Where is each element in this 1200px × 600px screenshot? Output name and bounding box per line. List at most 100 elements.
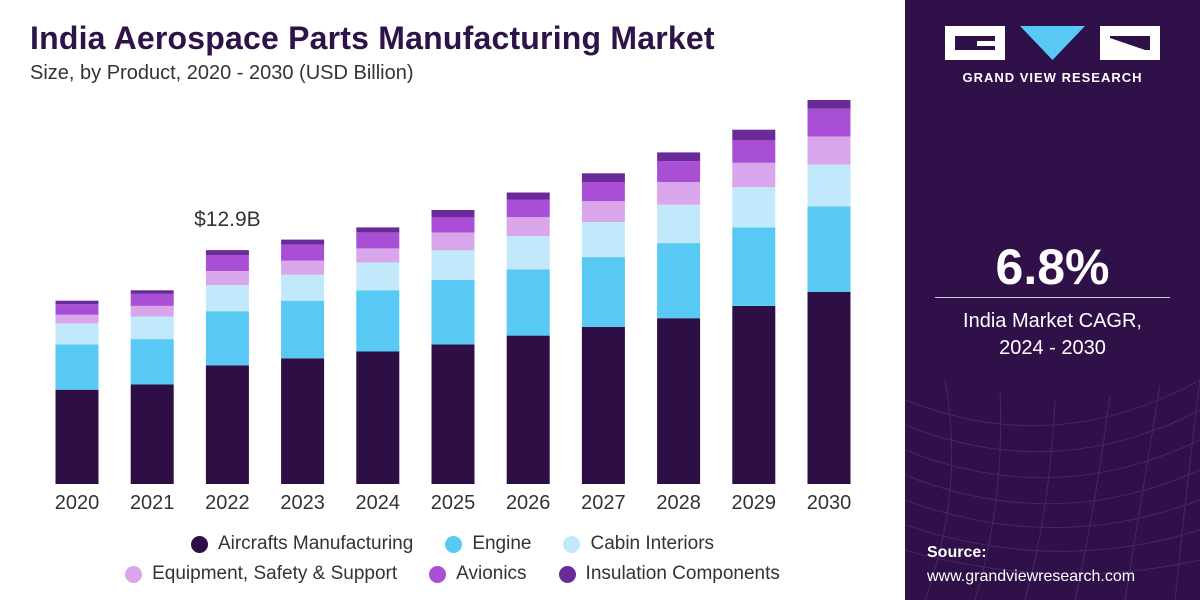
legend-item-engine: Engine [445, 533, 531, 555]
x-tick-label-2022: 2022 [205, 492, 250, 514]
bar-segment-engine-2030 [807, 206, 851, 292]
bar-segment-engine-2027 [581, 257, 625, 327]
legend-label-insulation: Insulation Components [585, 563, 780, 584]
bar-segment-aircrafts-2028 [657, 318, 701, 484]
bar-segment-aircrafts-2021 [130, 384, 174, 484]
bar-segment-cabin-2026 [506, 236, 550, 270]
bar-segment-engine-2023 [281, 300, 325, 359]
bar-segment-cabin-2028 [657, 204, 701, 244]
bar-segment-avionics-2025 [431, 216, 475, 233]
legend-label-avionics: Avionics [456, 563, 527, 584]
bar-segment-cabin-2027 [581, 222, 625, 258]
bar-segment-equipment-2024 [356, 248, 400, 263]
x-tick-label-2025: 2025 [431, 492, 476, 514]
bar-segment-engine-2024 [356, 290, 400, 352]
x-tick-label-2027: 2027 [581, 492, 626, 514]
bar-segment-insulation-2025 [431, 210, 475, 217]
cagr-value: 6.8% [995, 239, 1110, 295]
source-label: Source: [927, 544, 987, 561]
bar-segment-cabin-2029 [732, 187, 776, 228]
cagr-divider [935, 297, 1170, 298]
legend-row-1: Aircrafts Manufacturing Engine Cabin Int… [0, 533, 905, 555]
bar-segment-aircrafts-2025 [431, 344, 475, 484]
bar-segment-cabin-2022 [205, 285, 249, 312]
info-panel: GRAND VIEW RESEARCH 6.8% India Market CA… [905, 0, 1200, 600]
bar-segment-aircrafts-2020 [55, 389, 99, 484]
bar-segment-avionics-2029 [732, 140, 776, 163]
x-tick-label-2024: 2024 [356, 492, 401, 514]
bar-segment-insulation-2020 [55, 300, 99, 305]
bar-segment-aircrafts-2023 [281, 358, 325, 484]
bar-segment-cabin-2023 [281, 274, 325, 301]
bar-segment-insulation-2022 [205, 250, 249, 256]
bar-segment-equipment-2023 [281, 260, 325, 275]
chart-subtitle: Size, by Product, 2020 - 2030 (USD Billi… [30, 62, 414, 84]
bar-segment-insulation-2028 [657, 152, 701, 162]
bar-segment-aircrafts-2026 [506, 335, 550, 484]
bar-segment-avionics-2028 [657, 161, 701, 182]
bar-segment-avionics-2020 [55, 304, 99, 315]
bar-segment-cabin-2024 [356, 262, 400, 291]
bar-segment-equipment-2030 [807, 136, 851, 165]
x-tick-label-2030: 2030 [807, 492, 852, 514]
bar-segment-avionics-2023 [281, 244, 325, 261]
bar-segment-insulation-2030 [807, 100, 851, 109]
bar-segment-cabin-2020 [55, 323, 99, 345]
legend-swatch-aircrafts [190, 535, 208, 553]
bar-segment-avionics-2030 [807, 108, 851, 137]
x-tick-label-2023: 2023 [280, 492, 325, 514]
legend-item-avionics: Avionics [429, 563, 527, 585]
bar-segment-avionics-2024 [356, 232, 400, 249]
data-label-2022: $12.9B [194, 208, 261, 231]
bar-segment-aircrafts-2030 [807, 292, 851, 484]
bar-segment-engine-2026 [506, 269, 550, 336]
bar-segment-aircrafts-2022 [205, 365, 249, 484]
bar-segment-insulation-2024 [356, 227, 400, 233]
decorative-grid [905, 379, 1200, 600]
x-tick-label-2029: 2029 [732, 492, 777, 514]
bar-segment-equipment-2021 [130, 306, 174, 317]
bar-segment-insulation-2027 [581, 173, 625, 182]
legend-swatch-engine [445, 535, 463, 553]
bar-segment-cabin-2021 [130, 316, 174, 340]
brand-name: GRAND VIEW RESEARCH [962, 70, 1143, 85]
legend-label-aircrafts: Aircrafts Manufacturing [217, 533, 414, 554]
bar-segment-engine-2021 [130, 339, 174, 385]
bar-segment-equipment-2028 [657, 182, 701, 205]
bar-segment-equipment-2022 [205, 271, 249, 286]
legend-label-engine: Engine [472, 533, 532, 554]
cagr-label-line-1: India Market CAGR, [963, 310, 1142, 332]
legend-item-equipment: Equipment, Safety & Support [125, 563, 397, 585]
bar-segment-insulation-2023 [281, 239, 325, 245]
bar-segment-equipment-2020 [55, 314, 99, 324]
brand-logo: GRAND VIEW RESEARCH [945, 24, 1160, 85]
bar-segment-engine-2020 [55, 344, 99, 390]
bar-segment-aircrafts-2024 [356, 351, 400, 484]
cagr-label: India Market CAGR, 2024 - 2030 [905, 308, 1200, 362]
legend-swatch-cabin [563, 535, 581, 553]
bar-segment-engine-2022 [205, 311, 249, 366]
bar-segment-cabin-2030 [807, 164, 851, 207]
legend-label-cabin: Cabin Interiors [590, 533, 715, 554]
bar-segment-aircrafts-2029 [732, 306, 776, 484]
legend-label-equipment: Equipment, Safety & Support [152, 563, 398, 584]
stacked-bar-chart: 2020 2021 2022 $12.9B 2023 2024 2025 2026 2027 20… [55, 100, 852, 514]
x-tick-label-2020: 2020 [55, 492, 100, 514]
bar-segment-avionics-2021 [130, 293, 174, 306]
source-link[interactable]: www.grandviewresearch.com [927, 568, 1136, 585]
legend-row-2: Equipment, Safety & Support Avionics Ins… [0, 563, 905, 585]
bar-segment-avionics-2027 [581, 182, 625, 202]
legend-item-aircrafts: Aircrafts Manufacturing [190, 533, 414, 555]
bar-segment-engine-2028 [657, 243, 701, 319]
bar-segment-insulation-2026 [506, 192, 550, 200]
bar-segment-insulation-2029 [732, 129, 776, 141]
bar-segment-equipment-2029 [732, 162, 776, 188]
legend-item-insulation: Insulation Components [558, 563, 780, 585]
bar-segment-avionics-2026 [506, 199, 550, 217]
bar-segment-insulation-2021 [130, 290, 174, 294]
logo-icon [945, 26, 1160, 60]
bar-segment-equipment-2026 [506, 216, 550, 237]
bar-segment-cabin-2025 [431, 250, 475, 280]
bar-segment-avionics-2022 [205, 255, 249, 271]
x-tick-label-2026: 2026 [506, 492, 551, 514]
